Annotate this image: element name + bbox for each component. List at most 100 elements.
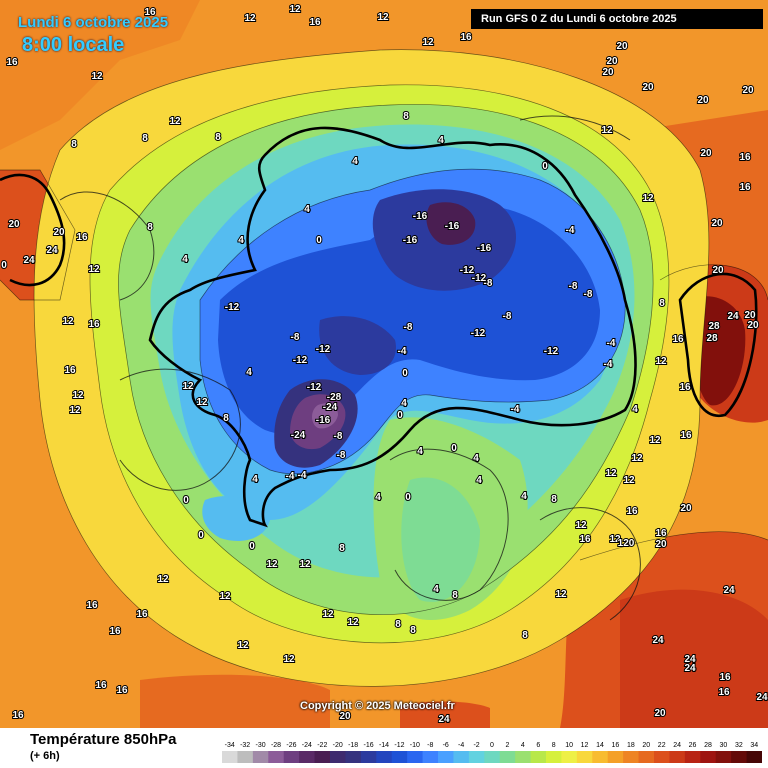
temperature-value-label: 16 <box>719 672 731 683</box>
color-scale-swatch <box>623 751 640 763</box>
temperature-value-label: 24 <box>684 663 696 674</box>
temperature-value-label: -8 <box>404 322 413 333</box>
color-scale-tick: 26 <box>689 742 697 749</box>
temperature-value-label: 20 <box>744 310 756 321</box>
color-scale-tick: -26 <box>286 742 296 749</box>
color-scale-swatch <box>252 751 269 763</box>
temperature-value-label: 8 <box>215 132 221 143</box>
temperature-value-label: 4 <box>375 492 381 503</box>
temperature-value-label: 28 <box>708 321 720 332</box>
color-scale-tick: -28 <box>271 742 281 749</box>
color-scale-tick: -24 <box>302 742 312 749</box>
temperature-value-label: 16 <box>655 528 667 539</box>
temperature-value-label: 20 <box>606 56 618 67</box>
color-scale-swatch <box>638 751 655 763</box>
temperature-value-label: 4 <box>438 135 444 146</box>
temperature-value-label: 12 <box>219 591 231 602</box>
temperature-value-label: 16 <box>739 152 751 163</box>
temperature-value-label: 12 <box>642 193 654 204</box>
local-time-label: 8:00 locale <box>22 34 125 56</box>
temperature-value-label: 20 <box>8 219 20 230</box>
color-scale-tick: -10 <box>410 742 420 749</box>
temperature-value-label: 8 <box>71 139 77 150</box>
temperature-value-label: 16 <box>672 334 684 345</box>
temperature-value-label: -4 <box>604 359 613 370</box>
temperature-value-label: 120 <box>618 538 635 549</box>
color-scale-tick: 24 <box>673 742 681 749</box>
temperature-value-label: 8 <box>395 619 401 630</box>
color-scale-swatch <box>438 751 454 763</box>
temperature-value-label: -4 <box>398 346 407 357</box>
temperature-value-label: 20 <box>700 148 712 159</box>
color-scale-tick: 34 <box>750 742 758 749</box>
color-scale-swatch <box>360 751 377 763</box>
color-scale-swatch <box>592 751 609 763</box>
temperature-value-label: 4 <box>632 404 638 415</box>
color-scale-tick: -22 <box>317 742 327 749</box>
color-scale: -34 -32 -30 -28 -26 -24 -22 -20 -18 -16 -14 -12 -10-… <box>222 742 762 763</box>
temperature-value-label: 16 <box>12 710 24 721</box>
temperature-value-label: 12 <box>283 654 295 665</box>
temperature-value-label: 12 <box>422 37 434 48</box>
temperature-value-label: 16 <box>86 600 98 611</box>
color-scale-tick: -6 <box>443 742 449 749</box>
color-scale-swatch <box>684 751 701 763</box>
temperature-value-label: 0 <box>402 368 408 379</box>
temperature-value-label: -16 <box>445 221 460 232</box>
temperature-value-label: 4 <box>417 446 423 457</box>
color-scale-tick: -8 <box>427 742 433 749</box>
temperature-value-label: 0 <box>451 443 457 454</box>
temperature-value-label: 24 <box>684 654 696 665</box>
temperature-value-label: 12 <box>62 316 74 327</box>
copyright-label: Copyright © 2025 Meteociel.fr <box>300 700 455 712</box>
color-scale-swatch <box>530 751 547 763</box>
temperature-value-label: 8 <box>659 298 665 309</box>
temperature-value-label: 12 <box>69 405 81 416</box>
temperature-value-label: 16 <box>64 365 76 376</box>
temperature-value-label: 20 <box>712 265 724 276</box>
legend-footer: Température 850hPa (+ 6h) -34 -32 -30 -28 -2… <box>0 728 768 768</box>
color-scale-swatch <box>453 751 470 763</box>
color-scale-swatch <box>376 751 393 763</box>
color-scale-tick: -18 <box>348 742 358 749</box>
temperature-value-label: 8 <box>522 630 528 641</box>
color-scale-tick: -4 <box>458 742 464 749</box>
temperature-value-label: -24 <box>323 402 338 413</box>
temperature-value-label: 4 <box>246 367 252 378</box>
temperature-value-label: 16 <box>718 687 730 698</box>
color-scale-swatch <box>407 751 424 763</box>
temperature-value-label: 12 <box>649 435 661 446</box>
temperature-value-label: -12 <box>316 344 331 355</box>
temperature-value-label: 20 <box>711 218 723 229</box>
temperature-value-label: 24 <box>438 714 450 725</box>
temperature-value-label: 12 <box>88 264 100 275</box>
temperature-value-label: 20 <box>654 708 666 719</box>
temperature-value-label: -4 <box>566 225 575 236</box>
temperature-value-label: -8 <box>291 332 300 343</box>
temperature-value-label: 20 <box>655 539 667 550</box>
color-scale-tick: 20 <box>642 742 650 749</box>
color-scale-swatch <box>546 751 562 763</box>
temperature-value-label: 12 <box>289 4 301 15</box>
temperature-value-label: 8 <box>142 133 148 144</box>
temperature-value-label: 20 <box>680 503 692 514</box>
temperature-value-label: 12 <box>555 589 567 600</box>
temperature-value-label: -16 <box>316 415 331 426</box>
temperature-value-label: 16 <box>739 182 751 193</box>
temperature-value-label: -8 <box>569 281 578 292</box>
temperature-value-label: 28 <box>706 333 718 344</box>
temperature-value-label: 16 <box>6 57 18 68</box>
temperature-value-label: -12 <box>225 302 240 313</box>
color-scale-tick: 0 <box>490 742 494 749</box>
color-scale-tick: -2 <box>473 742 479 749</box>
temperature-value-label: -12 <box>471 328 486 339</box>
temperature-value-label: 8 <box>403 111 409 122</box>
temperature-value-label: 12 <box>601 125 613 136</box>
temperature-value-label: -4 <box>286 471 295 482</box>
color-scale-swatch <box>283 751 300 763</box>
color-scale-tick: -16 <box>364 742 374 749</box>
temperature-value-label: 8 <box>223 413 229 424</box>
temperature-value-label: 12 <box>266 559 278 570</box>
